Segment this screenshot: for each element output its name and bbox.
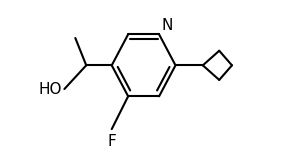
Text: F: F <box>107 134 116 149</box>
Text: HO: HO <box>38 82 62 97</box>
Text: N: N <box>162 18 173 33</box>
